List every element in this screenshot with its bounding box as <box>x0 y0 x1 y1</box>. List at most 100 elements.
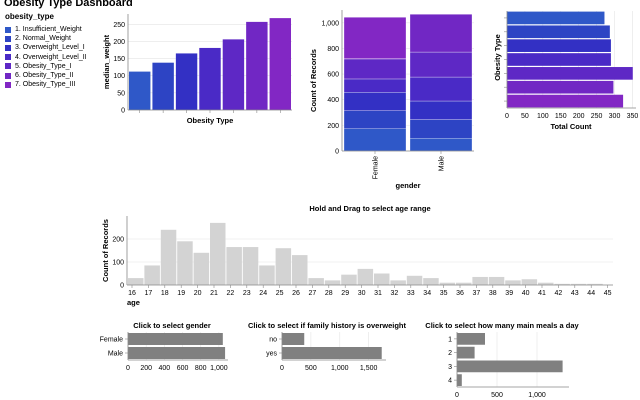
histogram-bar[interactable] <box>390 280 406 285</box>
legend-item[interactable]: 3. Overweight_Level_I <box>5 43 87 52</box>
stacked-bar-segment[interactable] <box>343 128 407 152</box>
y-tick-label: 1 <box>448 336 452 343</box>
x-tick-label: 350 <box>627 113 639 120</box>
legend-label: 1. Insufficient_Weight <box>15 26 82 34</box>
bar[interactable] <box>457 333 485 345</box>
x-axis-title: Total Count <box>550 122 592 131</box>
x-tick-label: 0 <box>455 392 459 399</box>
bar[interactable] <box>128 347 226 359</box>
histogram-bar[interactable] <box>341 274 357 285</box>
histogram-bar[interactable] <box>308 278 324 285</box>
histogram-bar[interactable] <box>472 276 488 285</box>
bar[interactable] <box>282 347 382 359</box>
bar[interactable] <box>246 21 268 111</box>
histogram-bar[interactable] <box>324 280 341 285</box>
histogram-bar[interactable] <box>521 279 538 285</box>
histogram-bar[interactable] <box>242 247 259 285</box>
bar[interactable] <box>457 374 462 386</box>
y-axis-title: Count of Records <box>309 49 318 112</box>
stacked-bar-segment[interactable] <box>343 78 407 93</box>
x-tick-label: 18 <box>161 290 169 297</box>
x-tick-label: 28 <box>325 290 333 297</box>
histogram-bar[interactable] <box>275 248 292 285</box>
x-axis-title: gender <box>395 181 420 190</box>
y-tick-label: 150 <box>113 56 125 63</box>
x-tick-label: Female <box>373 156 380 179</box>
histogram-bar[interactable] <box>144 265 160 285</box>
bar[interactable] <box>129 71 151 110</box>
histogram-bar[interactable] <box>374 273 390 286</box>
histogram-bar[interactable] <box>538 282 554 285</box>
histogram-bar[interactable] <box>292 255 308 285</box>
histogram-bar[interactable] <box>357 268 374 285</box>
bar[interactable] <box>282 333 305 345</box>
y-tick-label: Female <box>100 337 123 344</box>
bar[interactable] <box>199 47 221 110</box>
y-tick-label: 50 <box>117 90 125 97</box>
legend-item[interactable]: 5. Obesity_Type_I <box>5 62 87 71</box>
histogram-bar[interactable] <box>406 275 423 285</box>
histogram-bar[interactable] <box>554 283 570 285</box>
bar[interactable] <box>269 18 291 110</box>
stacked-bar-segment[interactable] <box>343 58 407 80</box>
histogram-bar[interactable] <box>570 283 587 285</box>
stacked-bar-segment[interactable] <box>409 138 473 152</box>
stacked-bar-segment[interactable] <box>409 119 473 139</box>
x-tick-label: 40 <box>522 290 530 297</box>
bar[interactable] <box>507 25 610 39</box>
legend-item[interactable]: 1. Insufficient_Weight <box>5 25 87 34</box>
histogram-bar[interactable] <box>488 276 505 285</box>
legend-label: 6. Obesity_Type_II <box>15 72 74 80</box>
main-meals-chart[interactable]: Click to select how many main meals a da… <box>425 321 579 399</box>
histogram-bar[interactable] <box>587 283 603 285</box>
stacked-bar-segment[interactable] <box>409 100 473 120</box>
x-tick-label: 43 <box>571 290 579 297</box>
stacked-bar-segment[interactable] <box>409 14 473 53</box>
histogram-bar[interactable] <box>128 278 144 285</box>
legend-item[interactable]: 6. Obesity_Type_II <box>5 71 87 80</box>
bar[interactable] <box>457 346 475 359</box>
bar[interactable] <box>152 62 174 110</box>
x-tick-label: 26 <box>292 290 300 297</box>
histogram-bar[interactable] <box>226 247 242 285</box>
histogram-bar[interactable] <box>505 280 521 285</box>
stacked-bar-segment[interactable] <box>409 76 473 102</box>
bar[interactable] <box>507 80 614 94</box>
histogram-bar[interactable] <box>160 229 177 285</box>
gender-select-chart[interactable]: Click to select gender 0 200 400 600 800 1,000… <box>100 321 228 372</box>
family-history-chart[interactable]: Click to select if family history is ove… <box>248 321 406 372</box>
bar[interactable] <box>507 53 611 66</box>
bar[interactable] <box>175 53 198 110</box>
legend-label: 2. Normal_Weight <box>15 35 71 43</box>
x-tick-label: 42 <box>555 290 563 297</box>
histogram-bar[interactable] <box>439 282 456 285</box>
age-histogram[interactable]: Hold and Drag to select age range 0 100 200… <box>101 204 613 307</box>
stacked-bar-segment[interactable] <box>343 92 407 111</box>
x-tick-label: 200 <box>573 113 585 120</box>
legend-swatch <box>5 54 11 61</box>
x-tick-label: 1,500 <box>360 365 378 372</box>
legend-swatch <box>5 44 11 51</box>
bar[interactable] <box>128 333 223 345</box>
x-tick-label: 44 <box>587 290 595 297</box>
histogram-bar[interactable] <box>193 252 210 285</box>
x-tick-label: 500 <box>491 392 503 399</box>
histogram-bar[interactable] <box>259 265 275 285</box>
histogram-bar[interactable] <box>177 241 193 285</box>
stacked-bar-segment[interactable] <box>343 17 407 59</box>
x-tick-label: 33 <box>407 290 415 297</box>
bar[interactable] <box>507 39 611 52</box>
bar[interactable] <box>457 360 563 373</box>
stacked-bar-segment[interactable] <box>343 110 407 129</box>
legend-item[interactable]: 4. Overweight_Level_II <box>5 53 87 62</box>
legend-item[interactable]: 7. Obesity_Type_III <box>5 80 87 89</box>
bar[interactable] <box>222 39 245 110</box>
stacked-bar-segment[interactable] <box>409 51 473 78</box>
bar[interactable] <box>507 67 633 80</box>
histogram-bar[interactable] <box>423 278 439 285</box>
histogram-bar[interactable] <box>210 222 226 285</box>
bar[interactable] <box>507 11 605 25</box>
bar[interactable] <box>507 94 624 108</box>
histogram-bar[interactable] <box>456 282 472 285</box>
legend-item[interactable]: 2. Normal_Weight <box>5 34 87 43</box>
